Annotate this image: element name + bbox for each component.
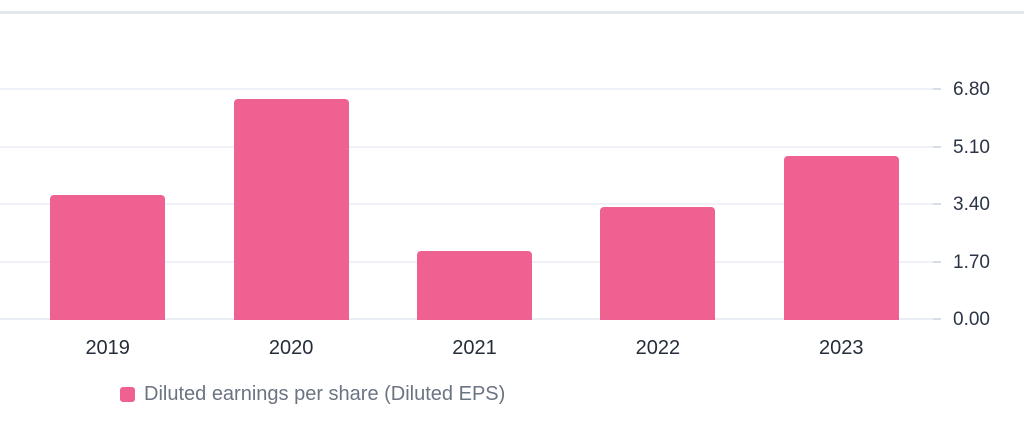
bar-2019[interactable] [50,194,166,320]
x-axis-label-2023: 2023 [819,337,864,359]
bar-2021[interactable] [417,251,532,320]
y-axis-label-3.40: 3.40 [953,194,990,215]
x-axis-label-2019: 2019 [85,337,130,359]
y-axis-label-6.80: 6.80 [953,79,990,100]
y-axis-tick-0.00 [933,318,941,320]
y-axis-label-1.70: 1.70 [953,251,990,273]
y-axis-tick-5.10 [933,145,941,148]
gridline-6.80 [0,88,933,90]
gridline-5.10 [0,145,933,148]
gridline-3.40 [0,203,933,205]
y-axis-label-5.10: 5.10 [953,136,990,158]
x-axis-label-2021: 2021 [452,337,497,359]
legend-label: Diluted earnings per share (Diluted EPS) [144,382,506,405]
y-axis-label-0.00: 0.00 [953,309,990,330]
legend-swatch [120,386,135,402]
legend-item-diluted-eps[interactable]: Diluted earnings per share (Diluted EPS) [120,382,505,406]
x-axis-label-2020: 2020 [268,337,314,359]
top-divider [0,11,1024,14]
y-axis-tick-6.80 [933,88,941,90]
y-axis-tick-1.70 [933,260,941,263]
x-axis-label-2022: 2022 [635,337,681,359]
y-axis-tick-3.40 [933,203,941,205]
bar-2023[interactable] [783,155,899,320]
bar-2020[interactable] [233,98,349,320]
bar-2022[interactable] [600,207,716,320]
